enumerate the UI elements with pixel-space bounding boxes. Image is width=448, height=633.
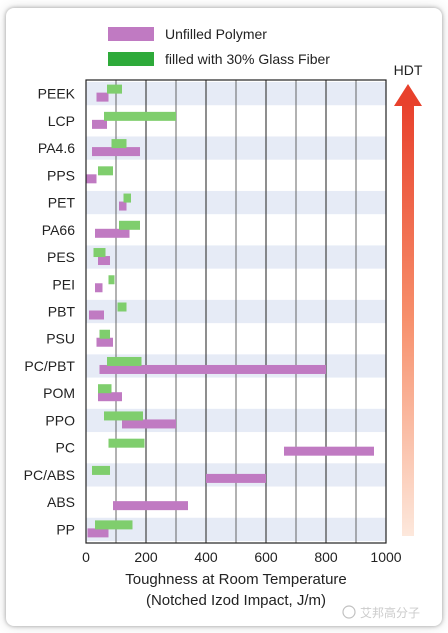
bar-unfilled-pei bbox=[95, 283, 103, 293]
bar-filled-pbt bbox=[117, 302, 127, 312]
watermark-text: 艾邦高分子 bbox=[360, 605, 420, 620]
watermark: 艾邦高分子 bbox=[342, 605, 420, 620]
hdt-arrow-head bbox=[394, 84, 422, 106]
bar-filled-pa4-6 bbox=[111, 139, 127, 149]
hdt-arrow: HDT bbox=[394, 62, 423, 536]
y-tick-label: PA4.6 bbox=[38, 140, 75, 156]
y-tick-label: PC/PBT bbox=[24, 358, 75, 374]
legend-label-filled: filled with 30% Glass Fiber bbox=[165, 51, 330, 67]
legend-label-unfilled: Unfilled Polymer bbox=[165, 26, 267, 42]
bar-unfilled-lcp bbox=[92, 119, 107, 129]
y-tick-label: PBT bbox=[48, 304, 76, 320]
x-tick-label: 400 bbox=[194, 549, 218, 565]
bar-unfilled-pp bbox=[87, 528, 109, 538]
legend: Unfilled Polymer filled with 30% Glass F… bbox=[108, 26, 330, 67]
y-tick-label: PES bbox=[47, 249, 75, 265]
y-tick-label: PC bbox=[56, 440, 75, 456]
bar-filled-lcp bbox=[104, 111, 176, 121]
bar-unfilled-pps bbox=[86, 174, 97, 184]
bar-unfilled-pet bbox=[119, 201, 127, 211]
y-tick-label: PP bbox=[56, 521, 75, 537]
y-tick-label: PPO bbox=[45, 412, 75, 428]
y-tick-label: PC/ABS bbox=[24, 467, 75, 483]
y-tick-label: PSU bbox=[46, 331, 75, 347]
bar-filled-pa66 bbox=[119, 220, 140, 230]
x-axis-subtitle: (Notched Izod Impact, J/m) bbox=[146, 592, 326, 609]
y-tick-label: PA66 bbox=[42, 222, 75, 238]
bar-filled-psu bbox=[99, 329, 110, 339]
bar-filled-pc-pbt bbox=[107, 356, 142, 366]
x-tick-label: 800 bbox=[314, 549, 338, 565]
watermark-logo-icon bbox=[342, 605, 356, 619]
y-tick-label: PET bbox=[48, 195, 76, 211]
bar-unfilled-psu bbox=[96, 337, 113, 347]
bar-unfilled-pa4-6 bbox=[92, 147, 140, 157]
bar-filled-pc-abs bbox=[92, 465, 110, 475]
y-tick-label: PEEK bbox=[38, 86, 76, 102]
y-tick-label: LCP bbox=[48, 113, 75, 129]
hdt-label: HDT bbox=[394, 62, 423, 78]
bar-filled-pes bbox=[93, 248, 106, 258]
bar-unfilled-pes bbox=[98, 256, 110, 266]
x-tick-label: 600 bbox=[254, 549, 278, 565]
bar-unfilled-pbt bbox=[89, 310, 104, 320]
bar-filled-ppo bbox=[104, 411, 143, 421]
x-tick-label: 200 bbox=[134, 549, 158, 565]
bar-unfilled-pc-abs bbox=[206, 473, 266, 483]
x-tick-label: 0 bbox=[82, 549, 90, 565]
bar-filled-peek bbox=[107, 84, 122, 94]
bar-unfilled-ppo bbox=[122, 419, 176, 429]
bar-unfilled-pc bbox=[284, 446, 374, 456]
bar-filled-pps bbox=[98, 166, 113, 176]
hdt-arrow-shaft bbox=[402, 104, 414, 536]
bar-filled-pet bbox=[123, 193, 131, 203]
x-axis-title: Toughness at Room Temperature bbox=[125, 571, 347, 588]
bar-unfilled-pom bbox=[98, 392, 122, 402]
y-tick-label: PEI bbox=[52, 276, 75, 292]
bar-filled-pei bbox=[108, 275, 115, 285]
bar-unfilled-pa66 bbox=[95, 228, 130, 238]
plot-border bbox=[85, 79, 387, 544]
legend-swatch-filled bbox=[108, 52, 154, 66]
bar-filled-pom bbox=[98, 384, 112, 394]
legend-swatch-unfilled bbox=[108, 27, 154, 41]
bar-unfilled-pc-pbt bbox=[99, 364, 326, 374]
x-tick-label: 1000 bbox=[370, 549, 401, 565]
y-tick-label: POM bbox=[43, 385, 75, 401]
bar-filled-pp bbox=[95, 520, 133, 530]
bar-filled-pc bbox=[108, 438, 145, 448]
y-tick-label: ABS bbox=[47, 494, 75, 510]
y-tick-label: PPS bbox=[47, 167, 75, 183]
bar-unfilled-peek bbox=[96, 92, 109, 102]
plot-area bbox=[85, 79, 387, 544]
bar-unfilled-abs bbox=[113, 501, 188, 511]
